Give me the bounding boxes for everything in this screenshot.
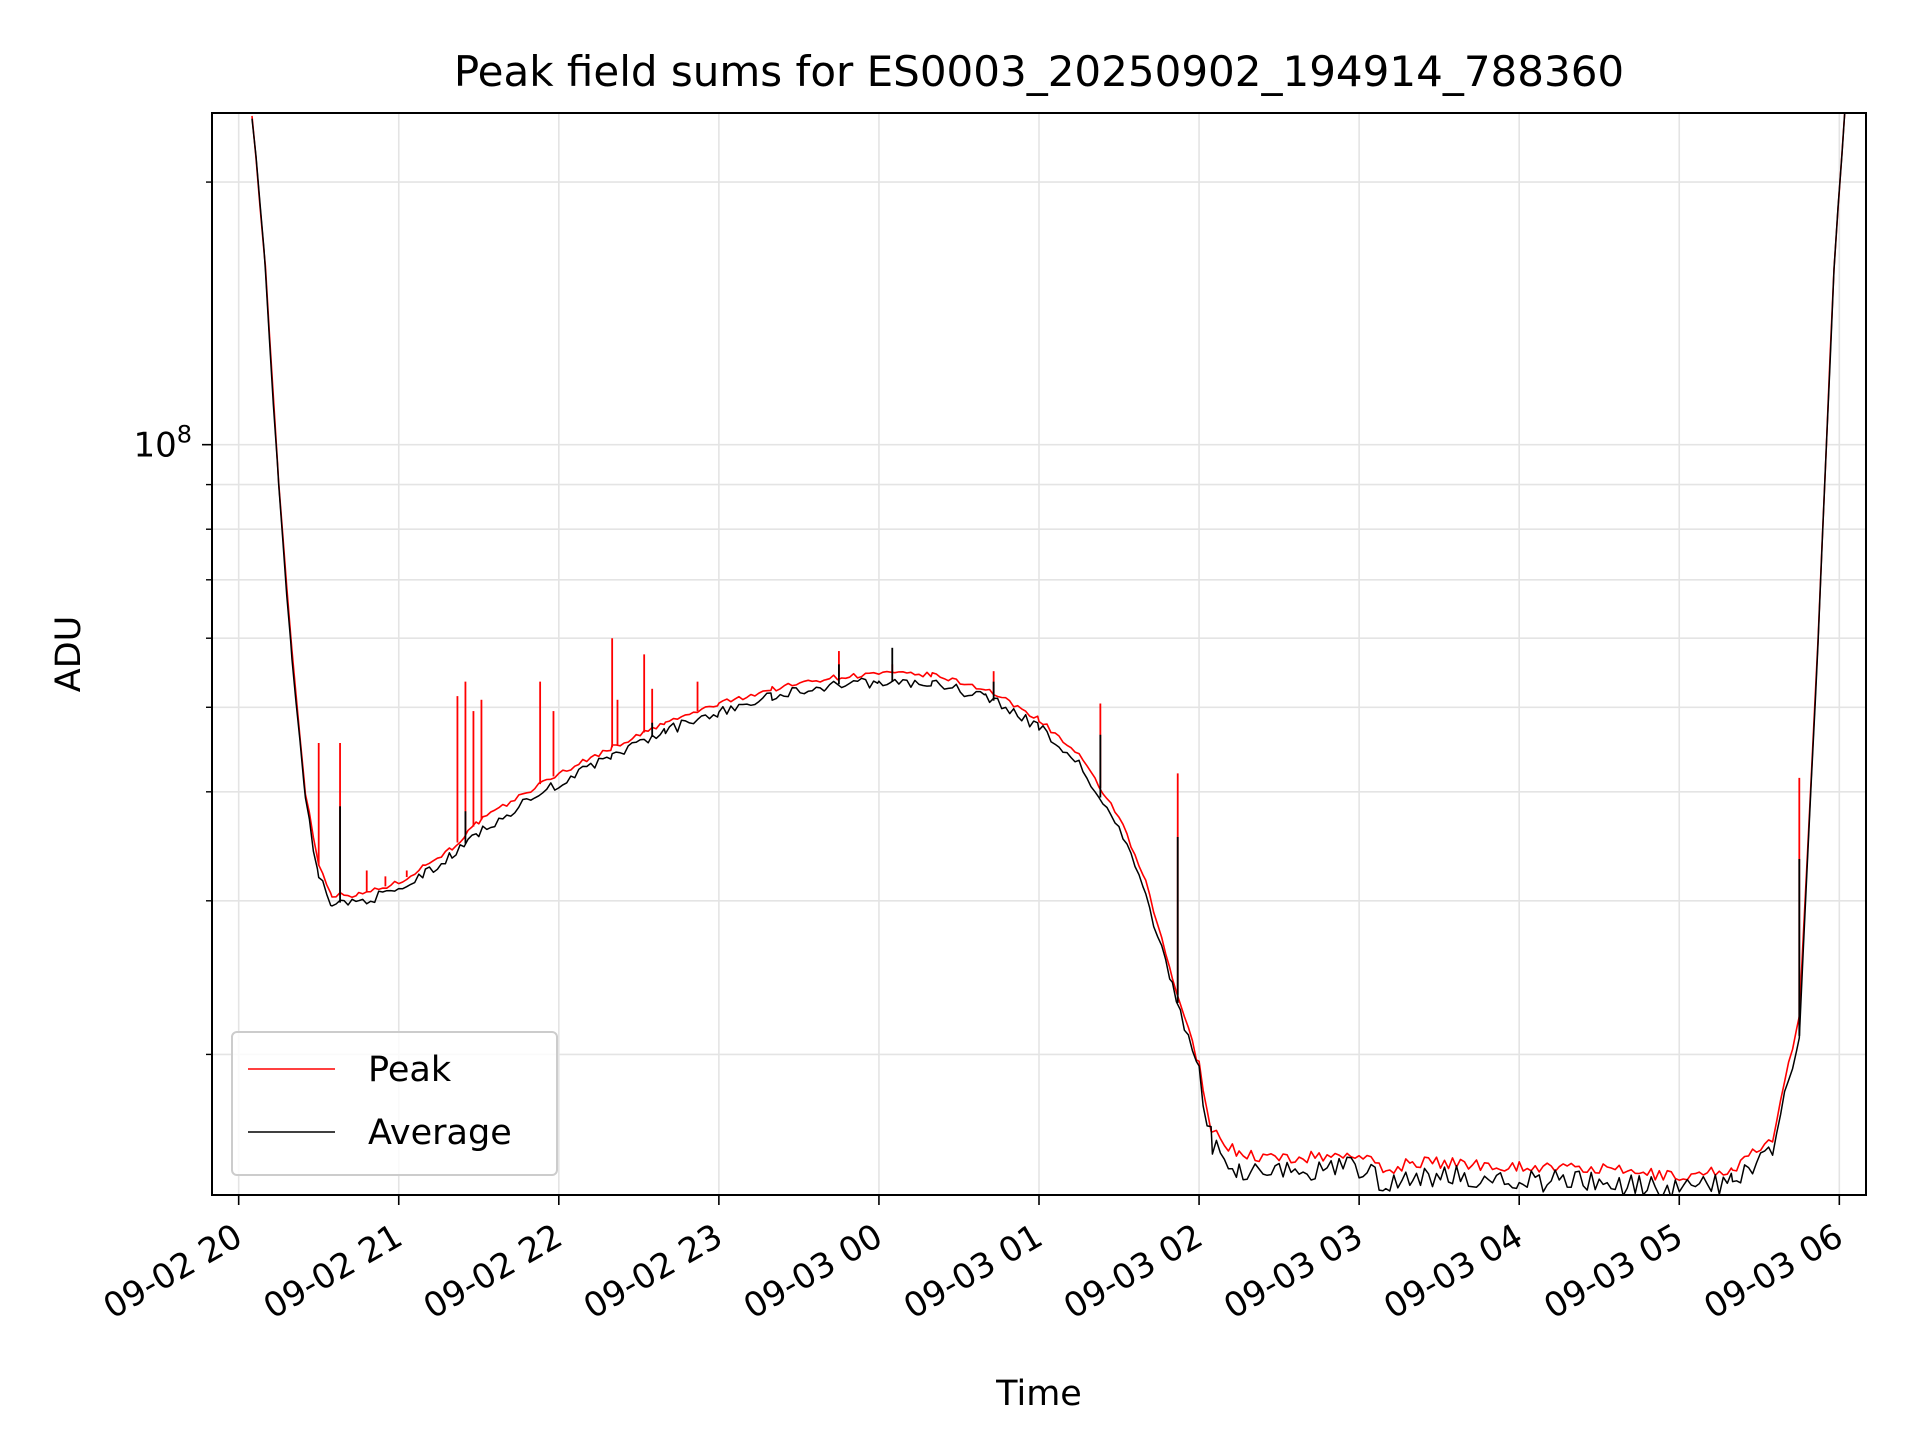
legend: Peak Average	[231, 1031, 558, 1176]
series-layer	[251, 113, 1846, 1195]
legend-label-peak: Peak	[368, 1050, 452, 1090]
x-tick-label: 09-03 02	[1057, 1216, 1209, 1327]
chart-title: Peak field sums for ES0003_20250902_1949…	[454, 47, 1624, 96]
x-tick-label: 09-02 21	[257, 1216, 409, 1327]
y-axis-label: ADU	[49, 616, 89, 693]
series-average	[251, 113, 1846, 1195]
x-tick-label: 09-02 22	[417, 1216, 569, 1327]
series-line	[251, 113, 1846, 1181]
x-tick-label: 09-03 06	[1697, 1216, 1849, 1327]
x-tick-label: 09-02 20	[97, 1216, 249, 1327]
y-tick-label: 108	[133, 421, 192, 466]
x-tick-label: 09-02 23	[577, 1216, 729, 1327]
legend-box	[231, 1031, 558, 1176]
legend-label-average: Average	[368, 1113, 512, 1153]
x-tick-label: 09-03 05	[1537, 1216, 1689, 1327]
series-peak	[251, 113, 1846, 1181]
x-tick-label: 09-03 01	[897, 1216, 1049, 1327]
x-tick-label: 09-03 03	[1217, 1216, 1369, 1327]
y-axis: 108	[133, 181, 212, 1056]
x-tick-label: 09-03 04	[1377, 1216, 1529, 1327]
x-tick-label: 09-03 00	[737, 1216, 889, 1327]
x-axis-label: Time	[995, 1374, 1082, 1414]
series-line	[251, 113, 1846, 1195]
x-axis: 09-02 20 09-02 21 09-02 22 09-02 23 09-03 00…	[97, 1195, 1850, 1327]
